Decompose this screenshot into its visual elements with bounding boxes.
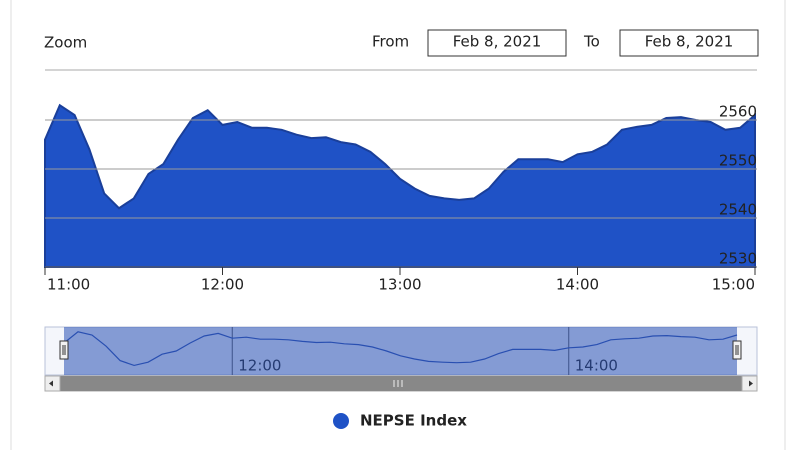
arrow-left xyxy=(49,380,53,387)
y-tick-label: 2560 xyxy=(719,103,757,121)
legend-label[interactable]: NEPSE Index xyxy=(360,412,467,430)
to-input[interactable] xyxy=(619,29,759,57)
to-label: To xyxy=(583,33,600,51)
from-label: From xyxy=(372,33,409,51)
y-tick-label: 2530 xyxy=(719,250,757,268)
legend[interactable]: NEPSE Index xyxy=(333,412,467,430)
navigator-handle[interactable] xyxy=(732,340,742,360)
x-tick-label: 13:00 xyxy=(378,276,421,294)
plot: 2530 2540 2550 2560 11:00 12:00 13:00 14:00 15:0… xyxy=(44,69,757,294)
scrollbar-grip xyxy=(393,380,403,387)
arrow-right xyxy=(749,380,753,387)
navigator-handle[interactable] xyxy=(59,340,69,360)
handle-grip xyxy=(62,345,66,355)
x-tick-label: 11:00 xyxy=(47,276,90,294)
to-date[interactable]: Feb 8, 2021 xyxy=(645,33,734,51)
scrollbar-thumb[interactable] xyxy=(60,376,742,391)
handle-grip xyxy=(735,345,739,355)
legend-symbol[interactable] xyxy=(333,413,349,429)
frame xyxy=(10,0,786,450)
scrollbar[interactable] xyxy=(44,375,758,392)
x-tick-label: 14:00 xyxy=(556,276,599,294)
from-input[interactable] xyxy=(427,29,567,57)
x-tick-label: 15:00 xyxy=(712,276,755,294)
area xyxy=(44,103,756,268)
y-tick-label: 2540 xyxy=(719,201,757,219)
x-tick-label: 12:00 xyxy=(201,276,244,294)
zoom-label: Zoom xyxy=(44,34,87,52)
navigator-selection[interactable] xyxy=(64,327,737,375)
y-tick-label: 2550 xyxy=(719,152,757,170)
from-date[interactable]: Feb 8, 2021 xyxy=(453,33,542,51)
